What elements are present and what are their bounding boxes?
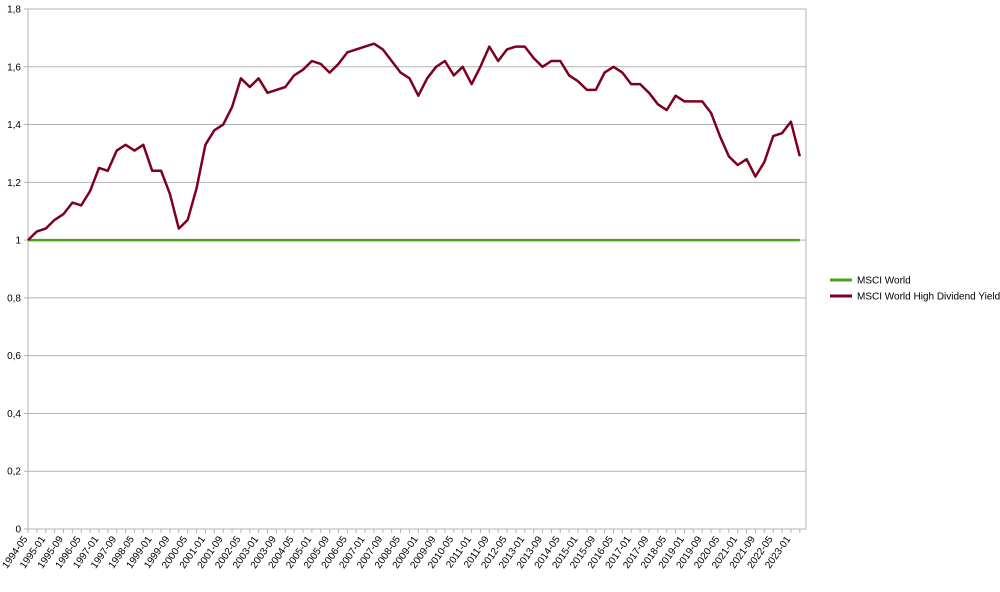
y-tick-label: 1 xyxy=(15,236,21,247)
line-series xyxy=(27,42,802,241)
y-tick-label: 1,2 xyxy=(7,178,21,189)
y-tick-label: 1,6 xyxy=(7,62,21,73)
y-tick-label: 0,2 xyxy=(7,467,21,478)
legend-label: MSCI World xyxy=(857,276,911,287)
y-tick-label: 1,8 xyxy=(7,5,21,16)
plot-frame xyxy=(27,8,807,530)
y-tick-label: 1,4 xyxy=(7,120,21,131)
y-tick-label: 0 xyxy=(15,525,21,536)
y-tick-label: 0,4 xyxy=(7,409,21,420)
y-tick-label: 0,6 xyxy=(7,351,21,362)
y-tick-label: 0,8 xyxy=(7,293,21,304)
legend-label: MSCI World High Dividend Yield xyxy=(857,292,1000,303)
